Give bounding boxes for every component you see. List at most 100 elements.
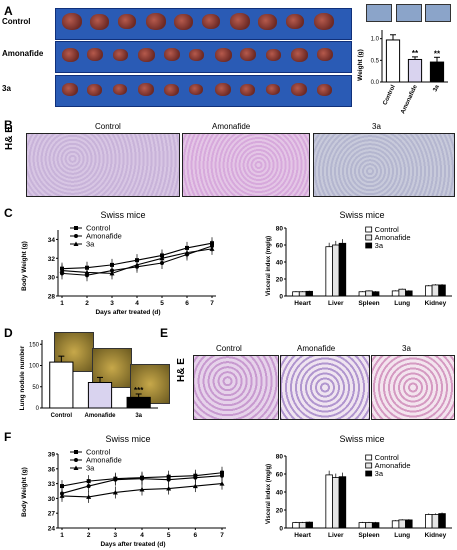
panel-label-b: B [4, 118, 13, 132]
x-tick-label: Control [51, 413, 73, 419]
tumor-specimen [118, 14, 136, 29]
y-tick-label: 60 [276, 243, 284, 250]
histo-e-title-amonafide: Amonafide [297, 344, 336, 353]
chart-a-tumor-weight: Weight (g) 0.0 0.5 1.0 Control ** Amonafide **… [357, 30, 448, 115]
chart-f-body-weight: Swiss mice Body Weight (g) Days after tr… [21, 434, 226, 548]
tumor-specimen [240, 83, 256, 96]
bar-control [385, 39, 401, 83]
x-tick-label: Heart [294, 532, 311, 539]
chart-c-visceral-index: Swiss mice Visceral index (mg/g) 0 20 40 60… [266, 210, 452, 307]
x-tick-label: 3 [110, 300, 114, 307]
legend-label-control: Control [375, 453, 400, 462]
significance-mark: *** [134, 386, 144, 395]
chart-d-ylabel: Lung nodule number [19, 345, 26, 410]
tumor-specimen [62, 47, 79, 62]
tumor-specimen [112, 48, 128, 61]
legend-swatch [365, 242, 373, 249]
tumor-specimen [87, 83, 103, 96]
y-tick-label: 60 [276, 472, 284, 479]
x-tick-label: Spleen [358, 300, 379, 307]
y-tick-label: 36 [48, 466, 56, 473]
chart-c-line-xlabel: Days after treated (d) [95, 309, 160, 316]
y-tick-label: 30 [48, 496, 56, 503]
bar-lung-3a [405, 290, 413, 297]
data-point [84, 269, 90, 275]
y-tick-label: 0 [279, 526, 283, 533]
x-tick-label: Liver [328, 300, 344, 307]
tumor-specimen [112, 84, 127, 95]
legend-marker [73, 241, 79, 246]
y-tick-label: 32 [48, 256, 56, 263]
bar-lung-amonafide [398, 288, 406, 297]
tumor-specimen [316, 48, 333, 61]
bar-lung-control [391, 520, 400, 529]
tumor-specimen [214, 83, 231, 96]
x-tick-label: 4 [140, 532, 144, 539]
data-point [184, 250, 190, 255]
y-tick-label: 80 [276, 226, 284, 233]
histo-b-3a [313, 133, 455, 197]
x-tick-label: 3a [433, 84, 442, 93]
bar-liver-3a [338, 476, 347, 529]
legend-label-3a: 3a [86, 464, 95, 473]
bar-control [49, 361, 74, 409]
x-tick-label: 2 [85, 300, 89, 307]
tumor-specimen [258, 13, 277, 30]
data-point [193, 475, 198, 480]
data-point [139, 487, 145, 492]
row-label-control: Control [2, 17, 31, 26]
y-tick-label: 27 [48, 511, 56, 518]
histo-e-title-3a: 3a [402, 344, 411, 353]
chart-c-body-weight: Swiss mice Body Weight (g) Days after tr… [21, 210, 216, 316]
chart-c-bar-ylabel: Visceral index (mg/g) [266, 236, 272, 296]
legend-marker [73, 465, 79, 470]
y-tick-label: 0 [36, 406, 40, 412]
tumor-specimen [202, 14, 220, 29]
histo-b-title-amonafide: Amonafide [212, 122, 251, 131]
legend-swatch [365, 226, 373, 233]
bar-liver-3a [338, 242, 347, 297]
legend-label-3a: 3a [375, 241, 384, 250]
bar-liver-amonafide [332, 244, 340, 297]
x-tick-label: Kidney [425, 532, 447, 539]
y-tick-label: 0.5 [371, 58, 380, 64]
panel-label-a: A [4, 4, 13, 18]
legend-label-amonafide: Amonafide [375, 461, 411, 470]
bar-spleen-3a [371, 291, 380, 297]
bar-heart-amonafide [298, 522, 307, 529]
row-label-amonafide: Amonafide [2, 49, 44, 58]
data-point [59, 268, 65, 273]
tumor-specimen [214, 47, 232, 62]
tumor-specimen [146, 13, 166, 30]
bar-heart-control [292, 291, 300, 297]
histo-b-amonafide [182, 133, 310, 197]
legend-label-amonafide: Amonafide [86, 232, 122, 241]
bar-lung-control [391, 290, 400, 297]
y-tick-label: 33 [48, 481, 56, 488]
y-tick-label: 0 [279, 294, 283, 301]
histo-b-title-3a: 3a [372, 122, 381, 131]
y-tick-label: 80 [276, 454, 284, 461]
legend-swatch [365, 470, 373, 477]
bar-lung-amonafide [398, 519, 406, 529]
bar-kidney-control [425, 514, 433, 529]
tumor-specimen [316, 83, 332, 96]
legend-swatch [365, 234, 373, 241]
tumor-specimen [189, 84, 204, 95]
y-tick-label: 0.0 [371, 80, 380, 86]
y-tick-label: 1.0 [371, 37, 380, 43]
legend-marker [74, 226, 78, 230]
tumor-specimen [291, 83, 308, 96]
x-tick-label: Liver [328, 532, 344, 539]
chart-f-line-ylabel: Body Weight (g) [21, 467, 28, 517]
x-tick-label: Spleen [358, 532, 379, 539]
tumor-specimen [230, 13, 250, 30]
thumbnail-control [366, 4, 392, 22]
significance-mark: ** [434, 49, 441, 58]
tumor-specimen [189, 48, 205, 61]
y-tick-label: 150 [29, 342, 40, 348]
chart-f-line-xlabel: Days after treated (d) [100, 541, 165, 548]
bar-liver-control [325, 474, 333, 529]
y-tick-label: 100 [29, 364, 40, 370]
y-tick-label: 39 [48, 452, 56, 459]
